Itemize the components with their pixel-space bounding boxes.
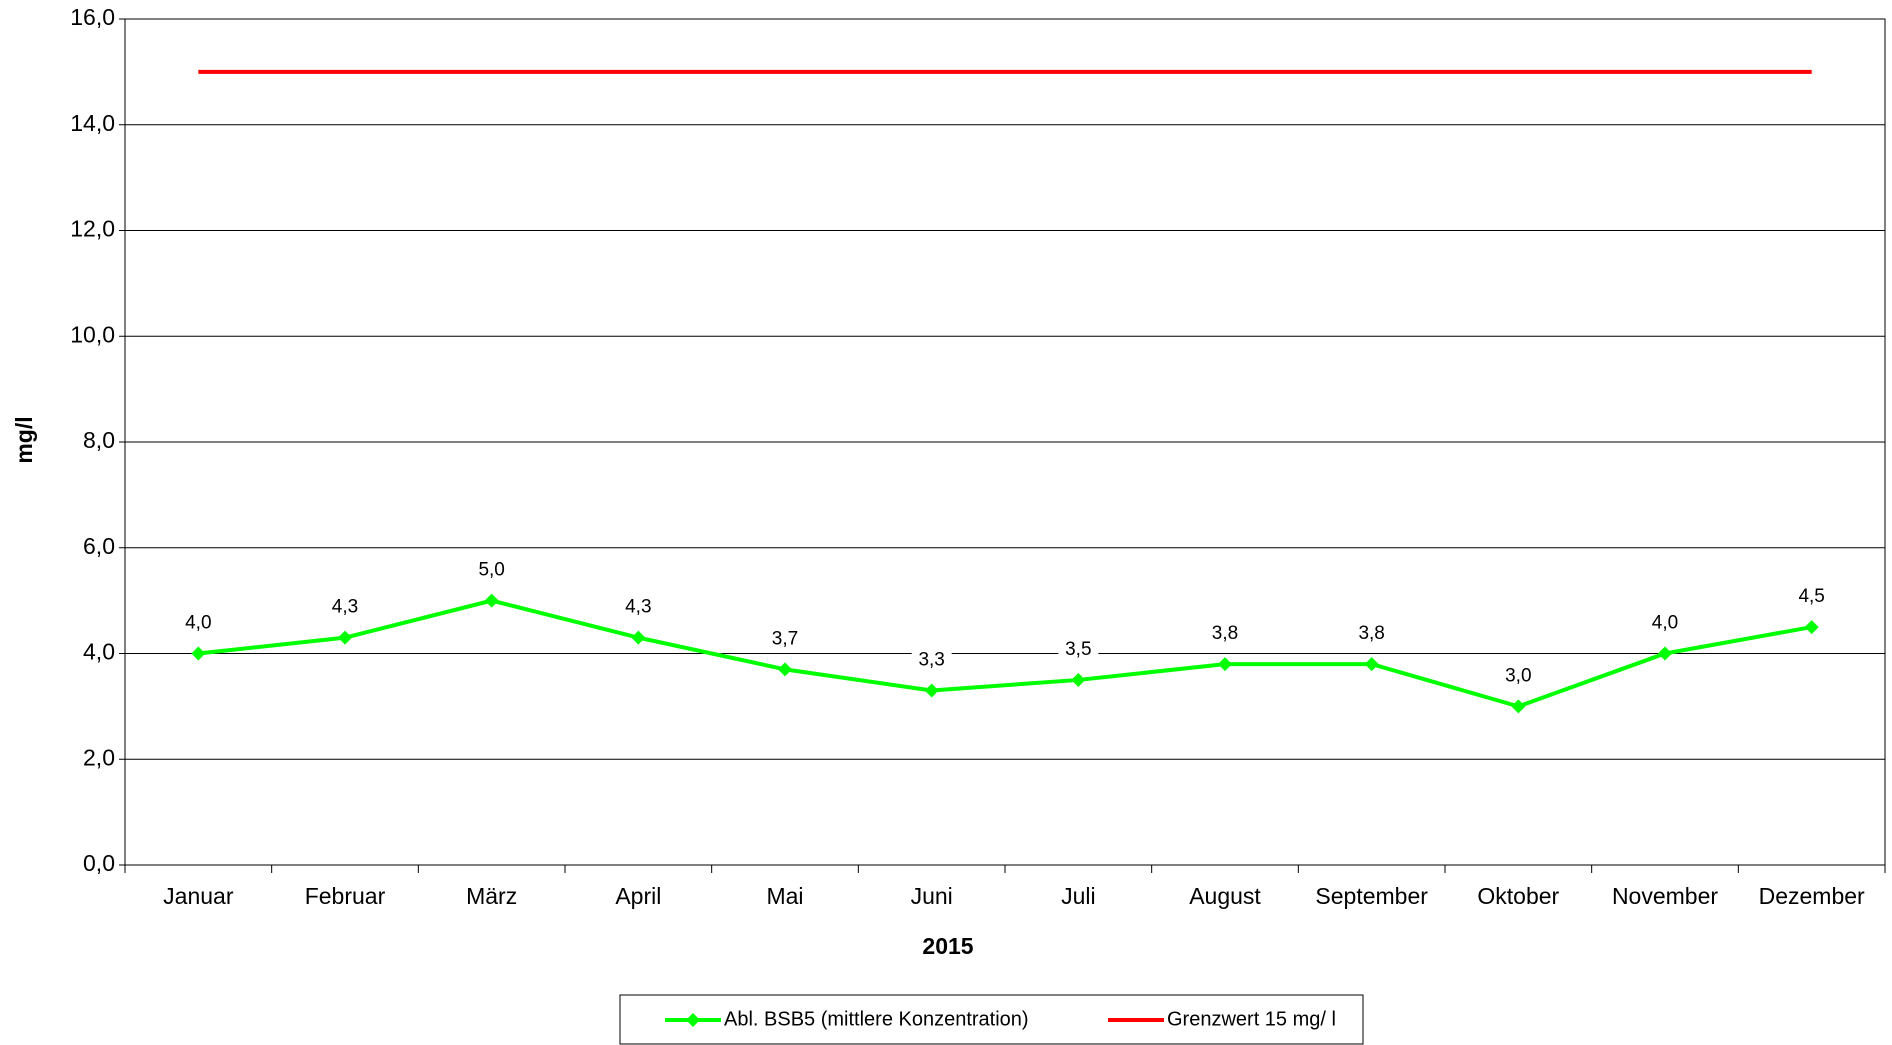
y-tick-label: 16,0 xyxy=(70,4,115,30)
legend-label: Abl. BSB5 (mittlere Konzentration) xyxy=(724,1008,1029,1030)
x-tick-label: Dezember xyxy=(1759,883,1865,909)
label-background xyxy=(1645,611,1685,636)
y-axis-title: mg/l xyxy=(11,416,37,463)
point-marker xyxy=(778,662,792,677)
data-label: 4,5 xyxy=(1798,586,1824,607)
data-label: 4,3 xyxy=(332,597,358,618)
point-marker xyxy=(631,630,646,645)
label-background xyxy=(1058,637,1099,662)
label-background xyxy=(911,648,952,673)
y-tick-label: 8,0 xyxy=(83,427,115,453)
point-marker xyxy=(484,593,499,608)
label-background xyxy=(1205,622,1245,647)
y-tick-label: 12,0 xyxy=(70,216,115,242)
point-marker xyxy=(338,630,352,645)
data-label: 3,0 xyxy=(1505,665,1531,686)
x-tick-label: Mai xyxy=(766,883,803,909)
x-tick-label: November xyxy=(1612,883,1718,909)
label-background xyxy=(1351,622,1392,647)
y-tick-label: 10,0 xyxy=(70,321,115,347)
label-background xyxy=(471,558,512,583)
label-background xyxy=(325,595,365,620)
point-marker xyxy=(1071,672,1086,687)
data-label: 3,3 xyxy=(918,650,944,671)
x-tick-label: Januar xyxy=(163,883,234,909)
legend-marker xyxy=(686,1013,700,1027)
data-label: 3,5 xyxy=(1065,639,1091,660)
data-label: 4,0 xyxy=(185,613,211,634)
label-background xyxy=(1498,664,1539,689)
y-tick-label: 14,0 xyxy=(70,110,115,136)
point-marker xyxy=(924,683,939,698)
point-marker xyxy=(191,646,206,661)
data-label: 4,0 xyxy=(1652,613,1678,634)
x-tick-label: Juli xyxy=(1061,883,1096,909)
y-tick-label: 6,0 xyxy=(83,533,115,559)
y-tick-label: 2,0 xyxy=(83,744,115,770)
label-background xyxy=(618,595,659,620)
legend-box xyxy=(619,994,1364,1045)
label-background xyxy=(1791,585,1832,610)
point-marker xyxy=(1658,646,1672,661)
point-marker xyxy=(1511,699,1526,714)
data-label: 3,8 xyxy=(1358,623,1384,644)
legend-label: Grenzwert 15 mg/ l xyxy=(1167,1008,1336,1030)
x-tick-label: September xyxy=(1315,883,1428,909)
data-label: 3,7 xyxy=(772,628,798,649)
label-background xyxy=(178,611,219,636)
x-tick-label: Oktober xyxy=(1477,883,1559,909)
point-marker xyxy=(1218,657,1232,672)
data-label: 4,3 xyxy=(625,597,651,618)
data-label: 3,8 xyxy=(1212,623,1238,644)
x-tick-label: März xyxy=(466,883,517,909)
x-tick-label: Februar xyxy=(305,883,386,909)
x-axis-title: 2015 xyxy=(922,933,973,959)
x-tick-label: August xyxy=(1189,883,1261,909)
label-background xyxy=(765,627,805,652)
x-tick-label: April xyxy=(615,883,661,909)
point-marker xyxy=(1364,657,1379,672)
y-tick-label: 0,0 xyxy=(83,850,115,876)
series-line xyxy=(198,598,1813,709)
x-tick-label: Juni xyxy=(911,883,953,909)
data-label: 5,0 xyxy=(478,560,504,581)
point-marker xyxy=(1804,620,1819,635)
y-tick-label: 4,0 xyxy=(83,639,115,665)
